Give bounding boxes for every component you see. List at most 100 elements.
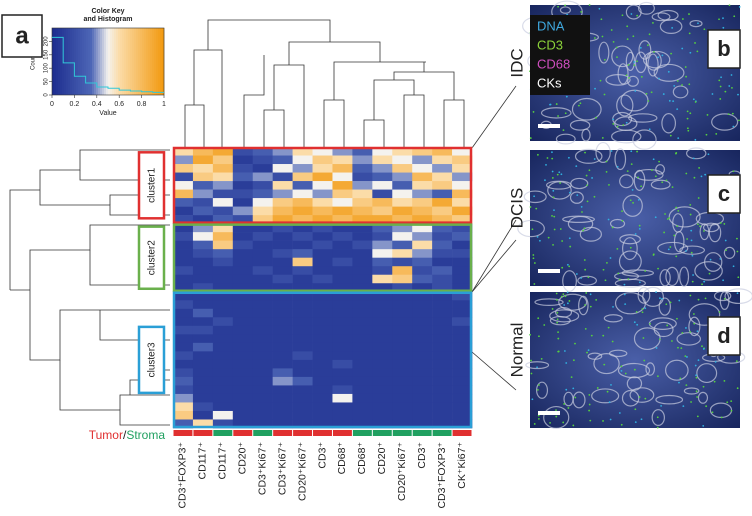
cell-dot <box>545 163 547 166</box>
cell-dot <box>533 283 536 285</box>
cell-dot <box>697 359 700 362</box>
heatmap-cell <box>192 368 214 378</box>
heatmap-cell <box>452 155 473 165</box>
cell-dot <box>665 303 668 306</box>
cell-dot <box>612 123 615 125</box>
heatmap-cell <box>412 308 433 318</box>
compartment-cell <box>372 430 392 436</box>
cell-dot <box>723 223 726 225</box>
cell-dot <box>661 181 664 184</box>
micrograph-bg <box>530 150 740 286</box>
tissue-blob <box>651 409 665 426</box>
channel-legend-bg <box>530 15 590 95</box>
tissue-blob <box>569 191 584 204</box>
cell-dot <box>559 228 562 230</box>
heatmap-cell <box>272 368 293 378</box>
cell-dot <box>685 250 687 252</box>
heatmap-cell <box>412 419 433 429</box>
column-label: CD68⁺ <box>356 442 368 475</box>
cell-dot <box>652 254 655 256</box>
cell-dot <box>602 420 604 422</box>
cell-dot <box>730 400 733 403</box>
cell-dot <box>529 333 532 336</box>
heatmap-cell <box>312 393 333 403</box>
heatmap-cell <box>372 419 393 429</box>
heatmap-cell <box>232 189 254 199</box>
key-y-tick-label: 200 <box>44 36 50 47</box>
heatmap-cell <box>372 308 393 318</box>
heatmap-cell <box>452 342 473 352</box>
heatmap-cell <box>173 402 194 412</box>
heatmap-cell <box>292 308 313 318</box>
heatmap-cell <box>432 359 453 369</box>
cell-dot <box>636 150 638 153</box>
cluster-label: cluster1 <box>147 167 158 202</box>
heatmap-cell <box>192 419 214 429</box>
heatmap-cell <box>292 342 313 352</box>
heatmap-cell <box>352 189 373 199</box>
heatmap-cell <box>452 164 473 173</box>
heatmap-cell <box>192 393 214 403</box>
heatmap-cell <box>452 232 473 241</box>
tissue-blob <box>702 222 720 233</box>
heatmap-cell <box>412 223 433 233</box>
cell-dot <box>569 245 572 248</box>
heatmap-cell <box>452 334 473 344</box>
column-label: CD3⁺FOXP3⁺ <box>177 442 189 509</box>
heatmap-cell <box>312 308 333 318</box>
heatmap-cell <box>372 410 393 420</box>
heatmap-cell <box>452 359 473 369</box>
cell-dot <box>696 415 699 418</box>
heatmap-cell <box>332 291 353 301</box>
heatmap-cell <box>412 376 433 386</box>
heatmap-cell <box>352 181 373 190</box>
heatmap-cell <box>212 274 234 284</box>
heatmap-cell <box>192 274 214 284</box>
cell-dot <box>563 350 566 352</box>
heatmap-cell <box>412 155 433 165</box>
cell-dot <box>640 185 643 188</box>
heatmap-cell <box>352 283 373 293</box>
heatmap-cell <box>372 215 393 224</box>
cell-dot <box>626 170 629 173</box>
cell-dot <box>557 337 560 340</box>
key-frame <box>51 27 165 96</box>
heatmap-cell <box>292 351 313 361</box>
heatmap-cell <box>292 172 313 182</box>
tissue-blob <box>655 394 684 405</box>
cell-dot <box>629 199 632 202</box>
heatmap-cell <box>312 317 333 327</box>
compartment-cell <box>233 430 253 436</box>
cell-dot <box>656 416 659 419</box>
heatmap-cell <box>272 266 293 276</box>
cell-dot <box>593 195 596 198</box>
cell-dot <box>678 381 680 384</box>
cell-dot <box>718 18 720 21</box>
key-ylabel: Count <box>31 54 37 70</box>
key-swatch <box>114 28 117 95</box>
cell-dot <box>713 380 716 383</box>
panel-letter-box <box>707 174 741 214</box>
heatmap-cell <box>192 317 214 327</box>
column-label: CD3⁺Ki67⁺ <box>276 442 288 496</box>
cell-dot <box>736 237 738 240</box>
cell-dot <box>588 4 591 6</box>
key-swatch <box>122 28 125 95</box>
heatmap-cell <box>412 266 433 276</box>
heatmap-cell <box>392 402 413 412</box>
tissue-blob <box>549 315 571 326</box>
heatmap-cell <box>232 240 254 250</box>
cell-dot <box>681 84 683 86</box>
cell-dot <box>719 222 722 224</box>
heatmap-cell <box>432 223 453 233</box>
cell-dot <box>538 239 541 242</box>
heatmap-cell <box>232 198 254 207</box>
cell-dot <box>668 217 671 219</box>
cell-dot <box>563 403 566 405</box>
cell-dot <box>685 172 688 175</box>
tissue-blob <box>711 113 739 131</box>
heatmap-cell <box>452 172 473 182</box>
column-label: CD20⁺Ki67⁺ <box>296 442 308 501</box>
heatmap-cell <box>312 215 333 224</box>
key-x-tick-label: 0 <box>50 101 54 108</box>
